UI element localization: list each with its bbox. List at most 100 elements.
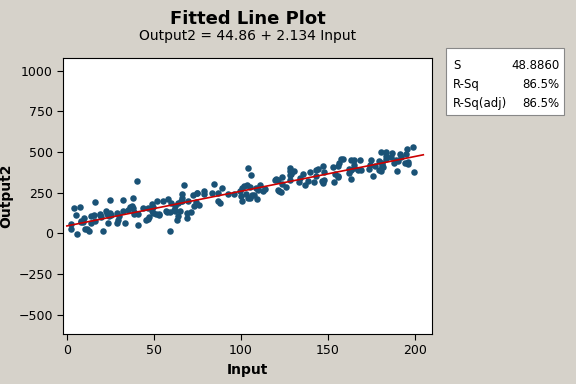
- Point: [129, 209, 138, 215]
- Point: [183, 210, 192, 217]
- Point: [128, 205, 138, 211]
- Point: [159, 199, 168, 205]
- Point: [71, 212, 81, 218]
- Point: [320, 169, 329, 175]
- Point: [102, 208, 111, 214]
- Point: [142, 217, 151, 223]
- Point: [381, 149, 391, 155]
- Point: [73, 231, 82, 237]
- Point: [104, 220, 113, 226]
- Point: [393, 158, 403, 164]
- Point: [170, 203, 180, 209]
- Point: [152, 198, 161, 204]
- Point: [243, 195, 252, 201]
- Point: [305, 169, 314, 175]
- Point: [310, 179, 319, 185]
- Text: 86.5%: 86.5%: [523, 78, 560, 91]
- Point: [177, 199, 187, 205]
- Point: [173, 217, 182, 223]
- Point: [240, 182, 249, 189]
- Point: [382, 156, 391, 162]
- Point: [237, 198, 247, 204]
- Point: [244, 165, 253, 171]
- Point: [175, 208, 184, 214]
- Point: [276, 189, 286, 195]
- Point: [377, 162, 386, 168]
- Point: [223, 190, 233, 197]
- Point: [365, 166, 374, 172]
- Point: [166, 209, 175, 215]
- Point: [183, 198, 192, 204]
- Point: [319, 163, 328, 169]
- Point: [82, 225, 91, 232]
- Point: [143, 205, 153, 211]
- Point: [389, 160, 398, 166]
- Point: [318, 178, 327, 184]
- Point: [176, 198, 185, 204]
- Point: [391, 157, 400, 164]
- Point: [147, 201, 157, 207]
- Point: [207, 190, 217, 197]
- Point: [319, 177, 328, 183]
- Point: [246, 195, 255, 202]
- Point: [169, 207, 179, 213]
- Text: 48.8860: 48.8860: [511, 59, 560, 72]
- Point: [149, 210, 158, 217]
- Point: [347, 167, 356, 173]
- Point: [127, 203, 137, 209]
- Point: [80, 226, 89, 232]
- Point: [295, 175, 305, 181]
- Text: Output2 = 44.86 + 2.134 Input: Output2 = 44.86 + 2.134 Input: [139, 29, 356, 43]
- Point: [245, 184, 255, 190]
- Point: [285, 172, 294, 178]
- Point: [251, 185, 260, 191]
- Point: [370, 162, 380, 169]
- Point: [350, 162, 359, 168]
- Point: [161, 207, 170, 214]
- Point: [356, 167, 365, 173]
- Point: [144, 214, 153, 220]
- Point: [400, 160, 410, 166]
- Point: [311, 173, 320, 179]
- Point: [76, 219, 85, 225]
- Point: [229, 190, 238, 197]
- Point: [154, 212, 164, 218]
- Point: [367, 157, 376, 163]
- Point: [334, 163, 343, 169]
- Point: [355, 157, 364, 163]
- Point: [346, 157, 355, 163]
- Point: [86, 213, 96, 219]
- Point: [97, 214, 106, 220]
- Point: [303, 178, 312, 184]
- Point: [285, 166, 294, 172]
- Point: [247, 192, 256, 198]
- Point: [138, 204, 147, 210]
- Point: [344, 166, 354, 172]
- Point: [354, 167, 363, 173]
- Point: [66, 221, 75, 227]
- Text: R-Sq: R-Sq: [453, 78, 480, 91]
- Point: [125, 204, 134, 210]
- Point: [120, 219, 130, 225]
- Point: [115, 213, 124, 219]
- Point: [290, 168, 299, 174]
- Point: [119, 197, 128, 203]
- Point: [274, 188, 283, 194]
- Point: [190, 204, 199, 210]
- Point: [174, 213, 183, 219]
- Point: [165, 228, 175, 234]
- Point: [282, 184, 291, 190]
- Point: [70, 205, 79, 211]
- Point: [408, 144, 418, 150]
- Point: [260, 186, 270, 192]
- Point: [277, 174, 286, 180]
- Point: [104, 213, 113, 219]
- Point: [119, 208, 128, 214]
- Point: [107, 212, 116, 218]
- Point: [235, 187, 244, 194]
- Point: [166, 200, 175, 206]
- Point: [295, 179, 304, 185]
- Point: [90, 212, 99, 218]
- Point: [95, 212, 104, 218]
- Point: [299, 171, 308, 177]
